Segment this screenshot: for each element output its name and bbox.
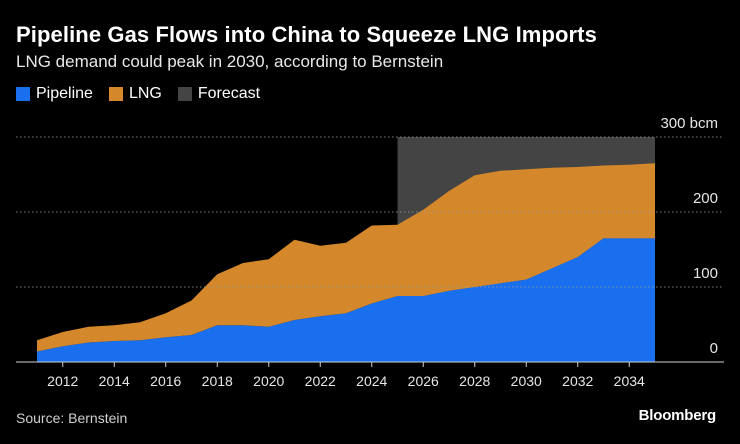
x-tick-label-2018: 2018 (202, 373, 233, 389)
y-tick-label-0: 0 (710, 340, 718, 357)
area-series-pipeline (37, 238, 655, 362)
x-tick-label-2026: 2026 (408, 373, 439, 389)
y-tick-label-100: 100 (693, 265, 718, 282)
legend-item-pipeline: Pipeline (16, 85, 93, 103)
legend-swatch-forecast (177, 87, 192, 101)
source-note: Source: Bernstein (16, 410, 128, 426)
legend-label-pipeline: Pipeline (36, 85, 93, 102)
x-tick-label-2028: 2028 (459, 373, 490, 389)
x-tick-label-2016: 2016 (150, 373, 181, 389)
legend-item-forecast: Forecast (177, 85, 261, 103)
x-tick-label-2034: 2034 (614, 373, 645, 389)
x-tick-label-2024: 2024 (356, 373, 387, 389)
legend-item-lng: LNG (108, 85, 162, 103)
legend-swatch-lng (108, 87, 123, 101)
area-series-lng (37, 163, 655, 352)
chart-subtitle: LNG demand could peak in 2030, according… (16, 52, 444, 71)
x-tick-label-2022: 2022 (305, 373, 336, 389)
y-tick-label-300: 300 bcm (660, 115, 718, 132)
legend-label-lng: LNG (128, 85, 162, 102)
x-tick-label-2020: 2020 (253, 373, 284, 389)
legend-swatch-pipeline (16, 87, 30, 101)
chart-title: Pipeline Gas Flows into China to Squeeze… (16, 22, 597, 47)
x-tick-label-2032: 2032 (562, 373, 593, 389)
x-tick-label-2030: 2030 (511, 373, 542, 389)
legend: Pipeline LNG Forecast (16, 85, 276, 103)
x-tick-label-2012: 2012 (47, 373, 78, 389)
x-tick-label-2014: 2014 (99, 373, 130, 389)
legend-label-forecast: Forecast (197, 85, 261, 102)
bloomberg-logo: Bloomberg (638, 407, 717, 424)
y-tick-label-200: 200 (693, 190, 718, 207)
